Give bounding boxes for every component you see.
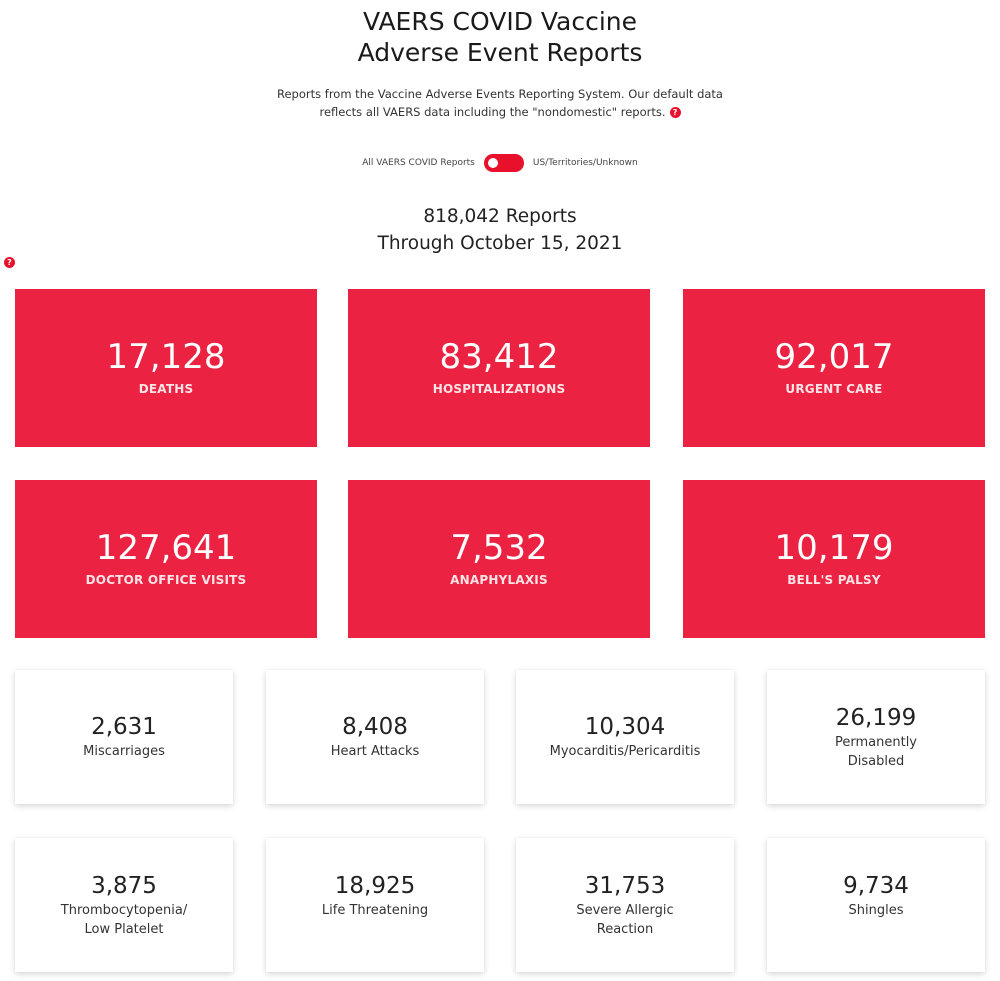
stat-card-doctor-office-visits: 127,641 DOCTOR OFFICE VISITS xyxy=(15,480,317,638)
stat-card-deaths: 17,128 DEATHS xyxy=(15,289,317,447)
report-summary: 818,042 Reports Through October 15, 2021… xyxy=(0,203,1000,268)
stat-label: Thrombocytopenia/ xyxy=(60,902,188,918)
stat-label: DEATHS xyxy=(138,382,194,396)
stat-label: Miscarriages xyxy=(83,744,165,759)
stat-value: 2,631 xyxy=(91,714,157,740)
toggle-right-label[interactable]: US/Territories/Unknown xyxy=(532,158,638,168)
stat-label: Myocarditis/Pericarditis xyxy=(549,744,701,759)
page-description: Reports from the Vaccine Adverse Events … xyxy=(240,85,760,121)
toggle-knob xyxy=(487,158,498,168)
stat-value: 8,408 xyxy=(342,714,408,740)
total-reports: 818,042 Reports xyxy=(423,206,577,227)
stat-label-line-2: Disabled xyxy=(847,753,905,769)
page-title-line-1: VAERS COVID Vaccine xyxy=(362,7,638,36)
stat-card-life-threatening: 18,925 Life Threatening . xyxy=(266,838,484,972)
stat-label: URGENT CARE xyxy=(785,382,883,396)
stat-card-urgent-care: 92,017 URGENT CARE xyxy=(683,289,985,447)
stat-value: 26,199 xyxy=(835,704,917,731)
stat-card-hospitalizations: 83,412 HOSPITALIZATIONS xyxy=(348,289,650,447)
stat-label: Permanently xyxy=(835,734,917,750)
stat-value: 7,532 xyxy=(450,528,548,568)
stat-card-thrombocytopenia: 3,875 Thrombocytopenia/ Low Platelet xyxy=(15,838,233,972)
stat-label: DOCTOR OFFICE VISITS xyxy=(85,573,247,587)
stat-value: 18,925 xyxy=(334,872,416,899)
stat-card-myocarditis-pericarditis: 10,304 Myocarditis/Pericarditis xyxy=(516,670,734,804)
help-icon[interactable]: ? xyxy=(4,257,15,268)
stat-card-anaphylaxis: 7,532 ANAPHYLAXIS xyxy=(348,480,650,638)
stat-value: 9,734 xyxy=(843,872,909,899)
through-date-wrap: Through October 15, 2021? xyxy=(0,230,1000,268)
stat-value: 31,753 xyxy=(584,872,666,899)
stat-value: 83,412 xyxy=(439,337,559,377)
page-title-line-2: Adverse Event Reports xyxy=(357,38,643,67)
report-filter-toggle[interactable] xyxy=(483,154,524,172)
stat-card-bells-palsy: 10,179 BELL'S PALSY xyxy=(683,480,985,638)
stat-label: Life Threatening xyxy=(321,902,429,918)
description-line-2: reflects all VAERS data including the "n… xyxy=(319,105,666,119)
report-filter-toggle-row: All VAERS COVID Reports US/Territories/U… xyxy=(0,153,1000,173)
stat-value: 127,641 xyxy=(95,528,237,568)
through-date: Through October 15, 2021 xyxy=(377,233,623,254)
stat-value: 3,875 xyxy=(91,872,157,899)
stat-label: BELL'S PALSY xyxy=(787,573,881,587)
stat-card-permanently-disabled: 26,199 Permanently Disabled xyxy=(767,670,985,804)
stat-card-miscarriages: 2,631 Miscarriages xyxy=(15,670,233,804)
stat-value: 10,304 xyxy=(584,714,666,740)
stat-label: HOSPITALIZATIONS xyxy=(432,382,566,396)
page-title: VAERS COVID Vaccine Adverse Event Report… xyxy=(0,6,1000,68)
toggle-left-label[interactable]: All VAERS COVID Reports xyxy=(362,158,475,168)
stat-card-severe-allergic-reaction: 31,753 Severe Allergic Reaction xyxy=(516,838,734,972)
stat-value: 17,128 xyxy=(106,337,226,377)
stat-label: Shingles xyxy=(848,902,904,918)
stat-label: Heart Attacks xyxy=(330,744,420,759)
description-line-1: Reports from the Vaccine Adverse Events … xyxy=(277,87,723,101)
stat-label-line-2: Reaction xyxy=(596,921,654,937)
stat-value: 10,179 xyxy=(774,528,894,568)
help-icon[interactable]: ? xyxy=(669,107,681,118)
stat-label: ANAPHYLAXIS xyxy=(450,573,548,587)
stat-label: Severe Allergic xyxy=(576,902,674,918)
stat-card-shingles: 9,734 Shingles . xyxy=(767,838,985,972)
description-line-2-wrap: reflects all VAERS data including the "n… xyxy=(240,103,760,121)
stat-card-heart-attacks: 8,408 Heart Attacks xyxy=(266,670,484,804)
stat-value: 92,017 xyxy=(774,337,894,377)
stat-label-line-2: Low Platelet xyxy=(84,921,164,937)
